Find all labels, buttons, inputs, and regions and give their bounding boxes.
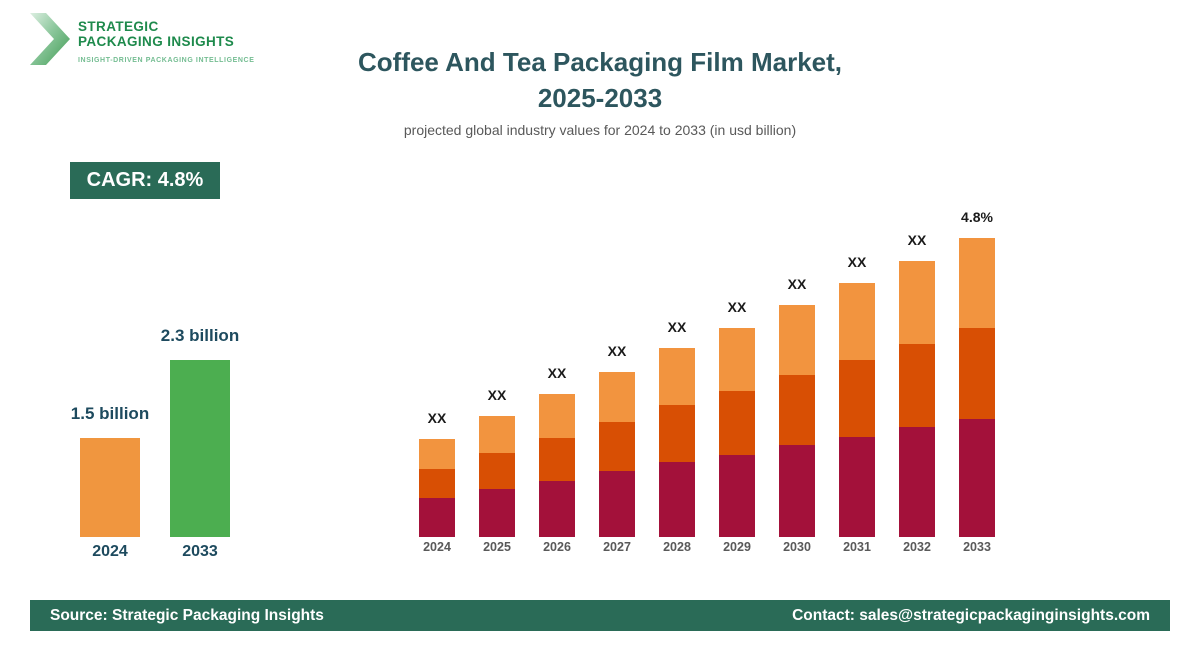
x-axis-label: 2031 (843, 540, 871, 554)
brand-text: STRATEGIC PACKAGING INSIGHTS INSIGHT-DRI… (78, 13, 254, 64)
stacked-bar-column: XX (419, 410, 455, 537)
bar-value-label: 2.3 billion (160, 326, 240, 345)
stacked-chart-x-axis: 2024 2025 2026 2027 2028 2029 2030 2031 2032 2033 (419, 540, 995, 554)
x-axis-label: 2024 (92, 543, 128, 560)
segment-top-segment (479, 416, 515, 453)
segment-top-segment (599, 372, 635, 422)
x-axis-label: 2032 (903, 540, 931, 554)
bar-top-label: XX (547, 365, 567, 381)
segment-bottom-segment (479, 489, 515, 537)
segment-middle-segment (779, 375, 815, 445)
mini-chart-x-axis: 2024 2033 (80, 543, 230, 561)
stacked-bar-chart: XX XX XX XX XX XX XX XX XX 4.8% (419, 195, 995, 537)
page-subtitle: projected global industry values for 202… (403, 122, 797, 138)
segment-top-segment (779, 305, 815, 375)
brand-logo: STRATEGIC PACKAGING INSIGHTS INSIGHT-DRI… (30, 13, 254, 65)
stacked-bar-column: XX (839, 254, 875, 537)
stacked-bar-column: XX (719, 299, 755, 537)
segment-middle-segment (719, 391, 755, 455)
brand-tagline: INSIGHT-DRIVEN PACKAGING INTELLIGENCE (78, 57, 255, 64)
bar-top-label: XX (727, 299, 747, 315)
bar-top-label: XX (667, 319, 687, 335)
footer-bar: Source: Strategic Packaging Insights Con… (30, 600, 1170, 631)
x-axis-label: 2033 (182, 543, 218, 560)
segment-top-segment (659, 348, 695, 405)
x-axis-label: 2033 (963, 540, 991, 554)
segment-middle-segment (599, 422, 635, 471)
segment-middle-segment (539, 438, 575, 481)
stacked-bar-column: 4.8% (959, 209, 995, 537)
segment-bottom-segment (419, 498, 455, 537)
stacked-bar-column: XX (479, 387, 515, 537)
x-axis-label: 2030 (783, 540, 811, 554)
bar-top-label: XX (427, 410, 447, 426)
mini-bar-column: 2.3 billion (161, 326, 239, 537)
x-axis-label: 2029 (723, 540, 751, 554)
segment-middle-segment (899, 344, 935, 427)
segment-bottom-segment (779, 445, 815, 537)
bar-top-label: XX (847, 254, 867, 270)
mini-comparison-chart: 1.5 billion 2.3 billion (71, 325, 239, 537)
bar-top-label: XX (907, 232, 927, 248)
bar-top-label: XX (607, 343, 627, 359)
stacked-bar-column: XX (899, 232, 935, 537)
x-axis-label: 2028 (663, 540, 691, 554)
segment-bottom-segment (899, 427, 935, 537)
brand-name-line2: PACKAGING INSIGHTS (78, 33, 235, 49)
segment-middle-segment (959, 328, 995, 419)
footer-contact: Contact: sales@strategicpackaginginsight… (792, 606, 1150, 624)
segment-top-segment (839, 283, 875, 360)
segment-middle-segment (479, 453, 515, 489)
segment-top-segment (539, 394, 575, 438)
bar-value-label: 1.5 billion (70, 404, 150, 423)
segment-bottom-segment (719, 455, 755, 537)
page-title-line2: 2025-2033 (537, 83, 663, 113)
mini-bar (80, 438, 140, 537)
stacked-bar-column: XX (779, 276, 815, 537)
segment-bottom-segment (839, 437, 875, 537)
x-axis-label: 2025 (483, 540, 511, 554)
mini-bar (170, 360, 230, 537)
stacked-bar-column: XX (539, 365, 575, 537)
brand-name-line1: STRATEGIC (78, 19, 159, 34)
segment-top-segment (899, 261, 935, 344)
segment-middle-segment (659, 405, 695, 462)
segment-top-segment (419, 439, 455, 469)
segment-bottom-segment (539, 481, 575, 537)
stacked-bar-column: XX (599, 343, 635, 537)
bar-top-label: XX (787, 276, 807, 292)
mini-bar-column: 1.5 billion (71, 404, 149, 537)
segment-middle-segment (839, 360, 875, 437)
segment-bottom-segment (659, 462, 695, 537)
cagr-badge: CAGR: 4.8% (70, 162, 220, 199)
chevron-right-icon (30, 13, 70, 65)
segment-bottom-segment (959, 419, 995, 537)
page-title-line1: Coffee And Tea Packaging Film Market, (358, 47, 842, 77)
x-axis-label: 2024 (423, 540, 451, 554)
stacked-bar-column: XX (659, 319, 695, 537)
segment-middle-segment (419, 469, 455, 498)
footer-source: Source: Strategic Packaging Insights (50, 606, 324, 624)
bar-top-label: XX (487, 387, 507, 403)
x-axis-label: 2026 (543, 540, 571, 554)
x-axis-label: 2027 (603, 540, 631, 554)
header: Coffee And Tea Packaging Film Market, 20… (0, 44, 1200, 138)
segment-top-segment (719, 328, 755, 391)
segment-top-segment (959, 238, 995, 328)
segment-bottom-segment (599, 471, 635, 537)
bar-top-label: 4.8% (961, 209, 993, 225)
